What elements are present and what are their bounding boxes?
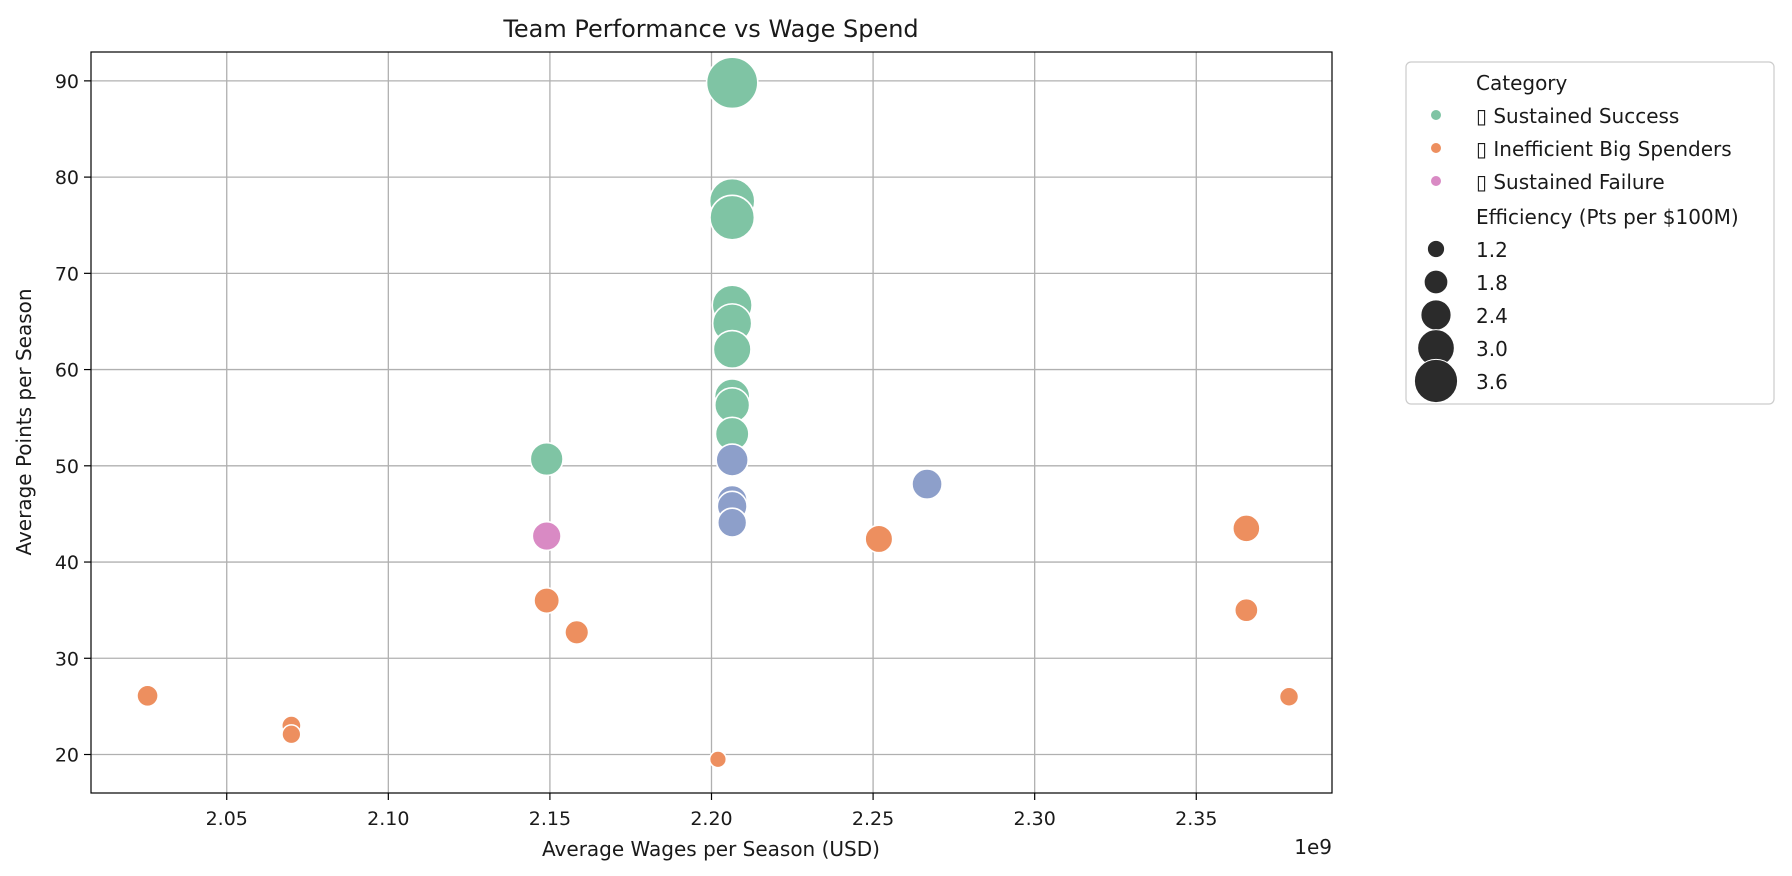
data-point: [708, 750, 728, 769]
x-tick-label: 2.25: [852, 808, 894, 830]
y-axis-ticks: 20 30 40 50 60 70 80 90: [55, 71, 91, 767]
series-inefficient-big-spenders: [136, 513, 1300, 769]
data-point: [136, 684, 159, 708]
data-point: [709, 194, 756, 241]
legend-size-entries: 1.2 1.8 2.4 3.0 3.6: [1413, 238, 1508, 404]
y-tick-label: 90: [55, 71, 79, 93]
y-tick-label: 20: [55, 745, 79, 767]
y-tick-label: 70: [55, 263, 79, 285]
data-point: [911, 468, 943, 500]
data-point: [529, 441, 564, 477]
y-tick-label: 30: [55, 648, 79, 670]
legend-marker-sustained-success: [1430, 109, 1442, 121]
data-point: [705, 56, 759, 110]
legend-size-label: 2.4: [1476, 304, 1508, 328]
legend-size-title: Efficiency (Pts per $100M): [1476, 205, 1739, 229]
x-tick-label: 2.20: [690, 808, 732, 830]
data-points: [136, 56, 1300, 769]
series-sustained-success: [529, 56, 759, 477]
data-point: [864, 524, 894, 554]
data-point: [715, 443, 749, 477]
x-axis-offset-label: 1e9: [1294, 835, 1332, 859]
x-tick-label: 2.15: [529, 808, 571, 830]
series-sustained-failure: [531, 520, 562, 552]
legend-size-label: 3.0: [1476, 337, 1508, 361]
x-tick-label: 2.10: [367, 808, 409, 830]
legend-label-inefficient-big-spenders: ▯ Inefficient Big Spenders: [1476, 137, 1732, 161]
y-axis-label: Average Points per Season: [12, 288, 36, 555]
legend-size-label: 1.8: [1476, 271, 1508, 295]
series-average: [715, 443, 943, 538]
x-axis-label: Average Wages per Season (USD): [542, 837, 880, 861]
legend-frame: [1405, 61, 1775, 405]
legend-marker-sustained-failure: [1430, 175, 1442, 187]
y-tick-label: 40: [55, 552, 79, 574]
legend-category-title: Category: [1476, 71, 1568, 95]
x-tick-label: 2.30: [1014, 808, 1056, 830]
data-point: [716, 507, 748, 538]
legend-size-label: 3.6: [1476, 370, 1508, 394]
data-point: [531, 520, 562, 552]
data-point: [533, 587, 561, 615]
legend-size-marker: [1420, 299, 1452, 331]
legend-size-marker: [1426, 239, 1446, 259]
data-point: [281, 724, 302, 745]
legend-size-label: 1.2: [1476, 238, 1508, 262]
legend-marker-inefficient-big-spenders: [1430, 142, 1442, 154]
legend-label-sustained-success: ▯ Sustained Success: [1476, 104, 1679, 128]
legend-category-entries: ▯ Sustained Success ▯ Inefficient Big Spe…: [1430, 104, 1732, 194]
legend-label-sustained-failure: ▯ Sustained Failure: [1476, 170, 1665, 194]
legend-size-marker: [1423, 269, 1449, 295]
grid-lines: [91, 52, 1332, 793]
data-point: [712, 329, 752, 369]
y-tick-label: 60: [55, 360, 79, 382]
x-tick-label: 2.35: [1175, 808, 1217, 830]
y-tick-label: 80: [55, 167, 79, 189]
legend-size-marker: [1413, 358, 1459, 404]
legend: Category ▯ Sustained Success ▯ Inefficien…: [1405, 61, 1775, 405]
chart-title: Team Performance vs Wage Spend: [502, 15, 918, 43]
data-point: [1278, 686, 1300, 708]
y-tick-label: 50: [55, 456, 79, 478]
x-axis-ticks: 2.05 2.10 2.15 2.20 2.25 2.30 2.35: [206, 793, 1217, 830]
data-point: [1233, 597, 1259, 623]
data-point: [564, 619, 590, 645]
x-tick-label: 2.05: [206, 808, 248, 830]
data-point: [1231, 513, 1261, 543]
